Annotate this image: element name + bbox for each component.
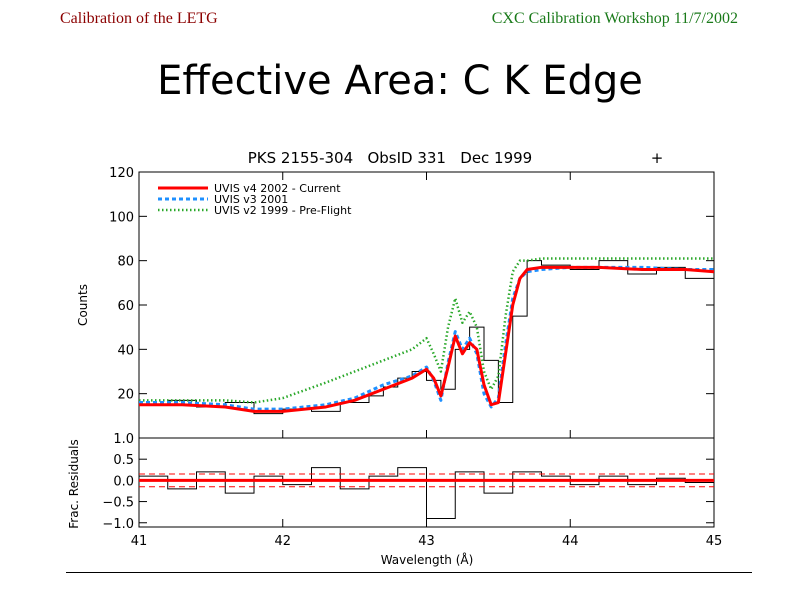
x-tick-label: 43 bbox=[418, 534, 435, 549]
legend-label: UVIS v3 2001 bbox=[214, 193, 288, 206]
residual-tick-label: 0.0 bbox=[113, 474, 134, 489]
y-tick-label: 40 bbox=[117, 343, 134, 358]
x-tick-label: 44 bbox=[562, 534, 579, 549]
x-tick-label: 45 bbox=[706, 534, 723, 549]
x-tick-label: 41 bbox=[131, 534, 148, 549]
y-axis-label-counts: Counts bbox=[76, 284, 90, 326]
title-marker: + bbox=[651, 149, 664, 167]
x-tick-label: 42 bbox=[274, 534, 291, 549]
model-line bbox=[139, 257, 714, 404]
y-tick-label: 120 bbox=[109, 166, 134, 181]
y-tick-label: 100 bbox=[109, 210, 134, 225]
model-line bbox=[139, 265, 715, 413]
x-axis-label: Wavelength (Å) bbox=[381, 552, 474, 567]
residual-tick-label: −1.0 bbox=[102, 517, 134, 532]
legend-label: UVIS v4 2002 - Current bbox=[214, 182, 341, 195]
legend-label: UVIS v2 1999 - Pre-Flight bbox=[214, 204, 352, 217]
residual-tick-label: −0.5 bbox=[102, 496, 134, 511]
bottom-rule bbox=[66, 572, 752, 573]
residual-tick-label: 0.5 bbox=[113, 453, 134, 468]
chart-title: PKS 2155-304 ObsID 331 Dec 1999 bbox=[248, 149, 532, 167]
residual-panel: −1.0 −0.5 0.0 0.5 1.0 41 42 43 44 45 bbox=[102, 432, 722, 549]
residual-tick-label: 1.0 bbox=[113, 432, 134, 447]
y-tick-label: 20 bbox=[117, 388, 134, 403]
residual-histogram bbox=[139, 467, 715, 520]
model-line bbox=[139, 265, 714, 411]
y-tick-label: 80 bbox=[117, 255, 134, 270]
y-axis-label-residuals: Frac. Residuals bbox=[67, 439, 81, 528]
y-tick-label: 60 bbox=[117, 299, 134, 314]
header-right: CXC Calibration Workshop 11/7/2002 bbox=[491, 10, 738, 27]
slide-title: Effective Area: C K Edge bbox=[157, 58, 643, 104]
header-left: Calibration of the LETG bbox=[60, 10, 218, 27]
